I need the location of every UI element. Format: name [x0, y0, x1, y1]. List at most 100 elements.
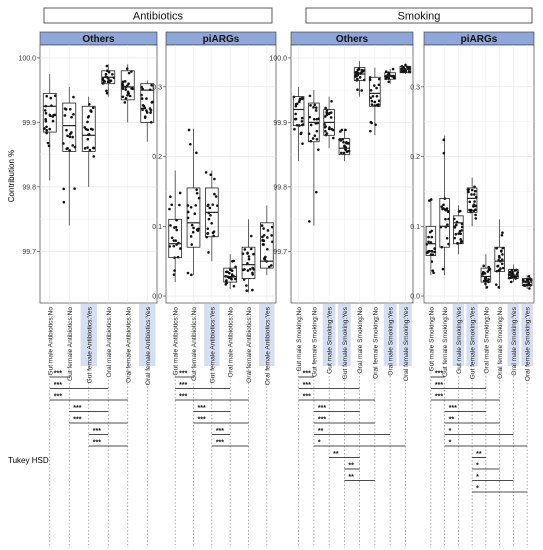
group-header-title: Smoking — [398, 11, 441, 23]
tukey-hsd-label: Tukey HSD — [8, 456, 49, 465]
data-point — [178, 191, 182, 195]
data-point — [190, 273, 193, 277]
tukey-significance-label: *** — [303, 371, 311, 378]
x-category-label: Gut female Smoking:No — [311, 307, 318, 377]
data-point — [508, 270, 512, 274]
data-point — [195, 191, 199, 195]
data-point — [204, 171, 208, 174]
data-point — [309, 104, 312, 107]
data-point — [86, 146, 89, 149]
x-category-label: Oral male Smoking:No — [483, 307, 490, 374]
data-point — [121, 87, 125, 90]
data-point — [68, 107, 72, 111]
tukey-significance-label: *** — [198, 405, 206, 412]
data-point — [371, 94, 375, 98]
x-category-label: Gut male Smoking:Yes — [327, 306, 334, 374]
box — [140, 83, 155, 123]
data-point — [470, 193, 473, 196]
data-point — [484, 282, 487, 286]
panel-strip-label: piARGs — [203, 34, 240, 45]
data-point — [501, 231, 504, 234]
data-point — [370, 103, 374, 106]
data-point — [308, 220, 311, 223]
x-category-label: Oral male Antibiotics:No — [106, 307, 113, 378]
tukey-significance-label: *** — [73, 405, 81, 412]
data-point — [496, 264, 499, 268]
data-point — [63, 114, 67, 117]
tukey-significance-label: *** — [435, 382, 443, 389]
tukey-significance-label: ** — [476, 451, 482, 458]
data-point — [270, 234, 273, 237]
data-point — [71, 135, 74, 139]
data-point — [121, 84, 125, 87]
data-point — [266, 229, 270, 232]
data-point — [150, 83, 153, 87]
data-point — [260, 224, 264, 227]
y-tick-label: 0.2 — [410, 154, 420, 161]
data-point — [427, 235, 430, 239]
data-point — [369, 129, 372, 133]
data-point — [192, 226, 195, 230]
tukey-significance-label: ** — [333, 451, 339, 458]
y-tick-label: 99.8 — [22, 184, 36, 191]
data-point — [261, 235, 264, 239]
data-point — [298, 97, 302, 100]
data-point — [189, 205, 193, 209]
tukey-significance-label: *** — [93, 428, 101, 435]
data-point — [105, 91, 109, 95]
data-point — [124, 97, 128, 100]
x-category-label: Oral female Smoking:No — [497, 307, 504, 379]
x-category-label: Oral male Smoking:No — [357, 307, 364, 374]
data-point — [208, 206, 212, 210]
data-point — [500, 262, 504, 266]
label-highlight — [383, 304, 397, 366]
x-category-label: Oral female Antibiotics:No — [125, 307, 132, 383]
tukey-significance-label: * — [449, 440, 452, 447]
panel-strip-label: piARGs — [461, 34, 498, 45]
data-point — [453, 226, 457, 229]
label-highlight — [452, 304, 465, 366]
x-category-label: Gut male Antibiotics:No — [47, 307, 54, 376]
data-point — [344, 128, 347, 132]
data-point — [444, 217, 447, 221]
data-point — [261, 243, 265, 246]
data-point — [377, 83, 381, 87]
data-point — [313, 103, 316, 107]
data-point — [300, 116, 304, 120]
y-tick-label: 0.1 — [410, 224, 420, 231]
tukey-significance-label: *** — [93, 440, 101, 447]
data-point — [108, 79, 112, 83]
data-point — [357, 68, 361, 71]
data-point — [345, 150, 349, 154]
data-point — [459, 238, 462, 241]
data-point — [328, 126, 331, 129]
data-point — [179, 247, 182, 250]
data-point — [466, 188, 470, 191]
data-point — [358, 76, 362, 79]
x-category-label: Gut male Smoking:No — [296, 307, 303, 372]
data-point — [472, 203, 476, 206]
data-point — [247, 255, 251, 258]
data-point — [486, 279, 489, 283]
data-point — [211, 231, 215, 235]
data-point — [191, 230, 195, 234]
data-point — [330, 99, 333, 103]
data-point — [168, 207, 171, 211]
data-point — [431, 269, 435, 273]
box — [168, 218, 182, 259]
data-point — [88, 148, 92, 152]
data-point — [43, 109, 47, 112]
label-highlight — [398, 304, 412, 366]
data-point — [473, 193, 476, 196]
data-point — [329, 116, 333, 119]
data-point — [370, 121, 374, 125]
data-point — [169, 195, 172, 198]
data-point — [249, 234, 253, 238]
data-point — [46, 141, 50, 145]
data-point — [234, 265, 237, 269]
data-point — [331, 136, 335, 140]
box — [223, 267, 237, 283]
box — [369, 76, 381, 107]
data-point — [176, 255, 180, 259]
tukey-significance-label: * — [318, 440, 321, 447]
